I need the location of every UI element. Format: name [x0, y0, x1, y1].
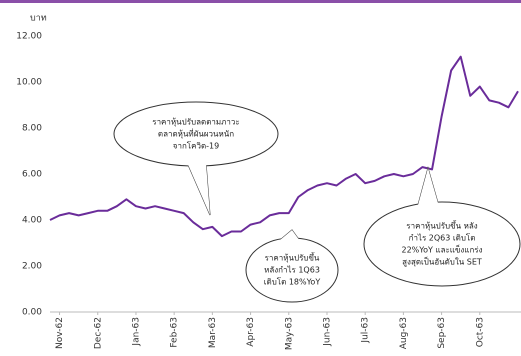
- x-tick-label: Apr-63: [246, 317, 256, 347]
- x-tick-label: Feb-63: [170, 317, 180, 348]
- callout-tail-cover: [418, 168, 438, 205]
- y-tick-label: 6.00: [22, 170, 42, 180]
- callout-text: ราคาหุ้นปรับขึ้น: [265, 252, 320, 263]
- top-bar: [0, 0, 521, 3]
- callout-text: สูงสุดเป็นอันดับใน SET: [402, 257, 482, 268]
- callout: [363, 201, 521, 287]
- x-tick-label: Nov-62: [55, 317, 65, 349]
- callout-text: หลังกำไร 1Q63: [264, 266, 320, 275]
- x-tick-label: Oct-63: [475, 317, 485, 347]
- x-tick-label: Jun-63: [322, 317, 332, 347]
- x-tick-label: Sep-63: [437, 317, 447, 349]
- x-tick-label: Dec-62: [93, 317, 103, 349]
- callout-text: ตลาดหุ้นที่ผันผวนหนัก: [158, 128, 234, 139]
- callout-text: 22%YoY และแข็งแกร่ง: [401, 245, 482, 255]
- x-tick-label: May-63: [284, 317, 294, 350]
- callout-tail-cover: [280, 230, 300, 241]
- x-tick-label: Mar-63: [208, 317, 218, 348]
- x-tick-label: Aug-63: [399, 317, 409, 349]
- callout-text: กำไร 2Q63 เติบโต: [409, 233, 476, 243]
- x-tick-label: Jan-63: [131, 317, 141, 347]
- callout-text: ราคาหุ้นปรับลดตามภาวะ: [152, 118, 239, 127]
- y-tick-label: 2.00: [22, 262, 42, 272]
- callout-tail-cover: [186, 160, 210, 215]
- callout-text: จากโควิด-19: [173, 141, 219, 151]
- callout-text: เติบโต 18%YoY: [264, 277, 321, 287]
- y-tick-label: 0.00: [22, 308, 42, 318]
- price-line: [49, 55, 519, 238]
- y-tick-label: 12.00: [16, 32, 42, 42]
- x-tick-label: Jul-63: [361, 317, 371, 344]
- y-tick-label: 4.00: [22, 216, 42, 226]
- callout-text: ราคาหุ้นปรับขึ้น หลัง: [406, 220, 477, 231]
- y-tick-label: 8.00: [22, 124, 42, 134]
- y-unit: บาท: [30, 14, 47, 24]
- y-tick-label: 10.00: [16, 78, 42, 88]
